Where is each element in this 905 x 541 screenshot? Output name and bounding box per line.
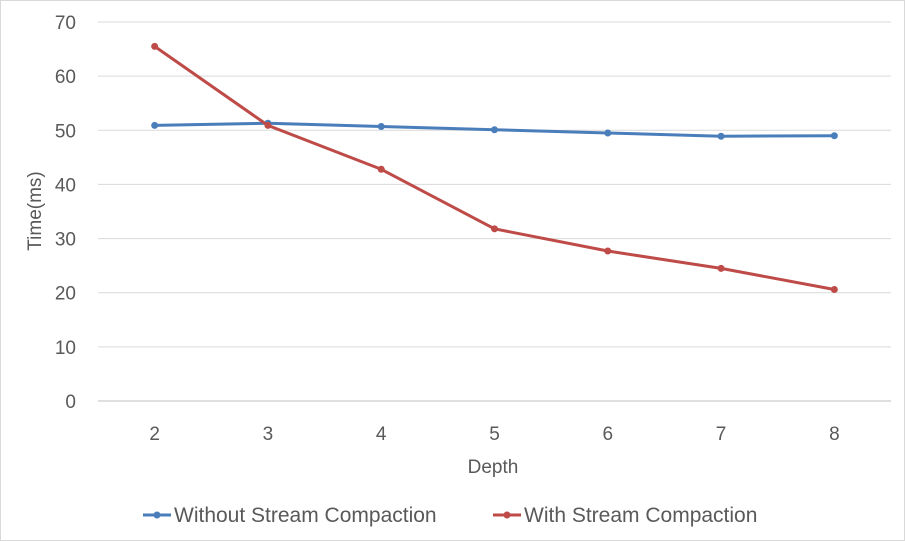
y-tick-label: 10 [55,338,76,359]
y-axis-title: Time(ms) [25,171,46,251]
series-2 [151,42,838,293]
data-point [377,165,385,173]
x-tick-label: 2 [149,424,160,445]
legend-label: Without Stream Compaction [174,504,437,527]
x-tick-label: 4 [376,424,387,445]
data-point [377,122,385,130]
y-tick-label: 40 [55,175,76,196]
data-point [830,132,838,140]
x-tick-label: 8 [829,424,840,445]
data-point [151,42,159,50]
data-point [491,126,498,134]
data-point [717,264,725,272]
legend-item: With Stream Compaction [493,504,757,527]
data-point [491,225,498,233]
axes: 0 10 20 30 40 50 60 70 2 3 4 5 6 7 8 [55,13,840,445]
y-tick-label: 20 [55,284,76,305]
legend-item: Without Stream Compaction [143,504,437,527]
data-point [264,121,272,129]
series-1 [151,119,838,140]
data-point [151,121,159,129]
legend-swatch-marker [153,511,161,519]
data-point [717,132,725,140]
series-layer [151,42,838,293]
data-point [830,285,838,293]
x-tick-label: 3 [263,424,274,445]
gridlines [98,21,891,402]
legend: Without Stream Compaction With Stream Com… [143,504,757,527]
x-tick-label: 6 [602,424,613,445]
data-point [604,247,612,255]
y-tick-label: 50 [55,121,76,142]
legend-label: With Stream Compaction [524,504,757,527]
y-tick-label: 30 [55,230,76,251]
y-tick-label: 60 [55,67,76,88]
x-axis-title: Depth [468,457,519,478]
x-tick-label: 5 [489,424,500,445]
y-tick-label: 0 [65,392,76,413]
series-line [153,44,836,291]
data-point [604,129,612,137]
legend-swatch-marker [503,511,511,519]
y-tick-label: 70 [55,13,76,34]
x-tick-label: 7 [716,424,727,445]
